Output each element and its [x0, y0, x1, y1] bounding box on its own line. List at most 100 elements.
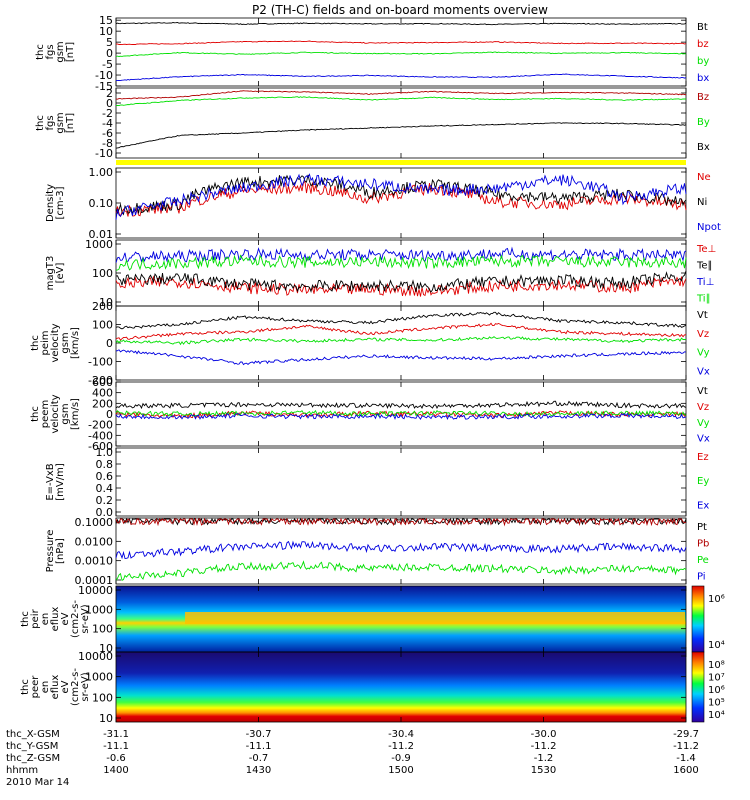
y-tick-label: 0.8 — [96, 458, 114, 471]
x-axis-value: -30.0 — [531, 729, 557, 740]
peer-colorbar — [691, 651, 705, 723]
y-tick-label: -6 — [102, 127, 113, 140]
series-line-bz — [115, 90, 687, 100]
y-tick-label: 0.01 — [89, 228, 114, 241]
y-axis-label: Density — [45, 184, 56, 222]
panel-efield: 1.00.80.60.40.20.0 E=-VxB [mV/m] Ez Ey Ex — [45, 446, 709, 519]
series-line-vt — [115, 400, 687, 410]
y-tick-label: 0.4 — [96, 482, 114, 495]
y-tick-label: -15 — [95, 80, 113, 93]
y-tick-label: -10 — [95, 147, 113, 160]
legend-entry: by — [697, 56, 709, 67]
x-axis-value: -11.2 — [388, 741, 414, 752]
y-tick-label: 200 — [92, 397, 113, 410]
y-axis-label: magT3 — [45, 256, 56, 291]
y-tick-label: 100 — [92, 691, 113, 704]
y-tick-label: 0 — [106, 408, 113, 421]
y-axis-label: thc — [20, 611, 31, 627]
series-line-ti — [115, 246, 687, 263]
panel-frame — [115, 381, 687, 447]
y-axis-label: gsm — [55, 112, 66, 133]
legend-entry: Bx — [697, 142, 710, 153]
x-axis-row-label: thc_X-GSM — [6, 729, 60, 740]
legend-entry: Pe — [697, 555, 709, 566]
y-axis-label: peem — [40, 400, 51, 428]
y-tick-label: -2 — [102, 107, 113, 120]
series-line-by — [115, 51, 687, 57]
series-line-bx — [115, 122, 687, 149]
y-axis-label: eflux — [50, 675, 61, 700]
panel-pressure: 0.1000 0.0100 0.0010 0.0001 Pressure [nPa] Pt P… — [45, 516, 709, 587]
peer-spectrogram-image — [116, 652, 686, 722]
panel-frame — [115, 305, 687, 381]
y-tick-label: -400 — [88, 429, 113, 442]
series-line-bz — [115, 40, 687, 46]
peir-colorbar — [691, 585, 705, 653]
y-axis-label: eV — [60, 680, 71, 693]
series-line-vy — [115, 409, 687, 418]
colorbar-tick-label: 10⁷ — [708, 673, 725, 684]
x-axis-value: 1530 — [531, 765, 556, 776]
colorbar-tick-label: 10⁸ — [708, 660, 725, 671]
legend-entry: bz — [697, 39, 709, 50]
y-tick-label: 0.2 — [96, 494, 114, 507]
y-axis-label: [nPa] — [55, 538, 66, 564]
x-axis-value: -30.7 — [246, 729, 272, 740]
y-axis-label: thc — [20, 679, 31, 695]
y-axis-label: thc — [30, 406, 41, 422]
y-axis-label: velocity — [50, 323, 61, 362]
y-tick-label: 5 — [106, 36, 113, 49]
y-tick-label: 0.10 — [89, 197, 114, 210]
legend-entry: Vz — [697, 402, 709, 413]
y-axis-label: [km/s] — [70, 327, 81, 359]
series-line-te — [115, 275, 687, 297]
colorbar-tick-label: 10⁵ — [708, 698, 725, 709]
colorbar-tick-label: 10⁶ — [708, 594, 725, 605]
y-axis-label: [km/s] — [70, 398, 81, 430]
y-axis-label: [cm-3] — [55, 186, 66, 219]
legend-entry: Te∥ — [696, 260, 713, 271]
y-axis-label: Pressure — [45, 530, 56, 573]
chart-title: P2 (TH-C) fields and on-board moments ov… — [252, 3, 548, 17]
panel-peir_spectrogram: 10000 1000 100 10 thc peir en eflux eV (cm2-s-sr-… — [20, 584, 725, 655]
y-tick-label: 0.0 — [96, 506, 114, 519]
y-tick-label: 0 — [106, 47, 113, 60]
legend-entry: Vx — [697, 434, 710, 445]
panel-temperature: 1000 100 10 magT3 [eV] Te⊥ Te∥ Ti⊥ Ti∥ — [45, 238, 716, 309]
x-axis-value: -0.7 — [249, 753, 269, 764]
legend-entry: Ni — [697, 197, 707, 208]
y-tick-label: 0 — [106, 97, 113, 110]
y-axis-label: gsm — [60, 332, 71, 353]
y-axis-label: thc — [30, 335, 41, 351]
legend-entry: Vy — [697, 348, 710, 359]
x-axis-date: 2010 Mar 14 — [6, 777, 69, 788]
y-tick-label: -5 — [102, 58, 113, 71]
y-tick-label: -4 — [102, 117, 113, 130]
series-line-bt — [115, 22, 687, 26]
y-axis-label: fgs — [45, 115, 56, 130]
y-tick-label: -200 — [88, 374, 113, 387]
y-tick-label: 1000 — [85, 671, 113, 684]
series-line-vy — [115, 336, 687, 346]
x-axis-value: -1.2 — [534, 753, 554, 764]
x-axis-row-label: hhmm — [6, 765, 38, 776]
y-tick-label: 0.0001 — [75, 574, 114, 587]
y-axis-label: (cm2-s- — [70, 600, 81, 638]
legend-entry: Pi — [697, 571, 706, 582]
legend-entry: bx — [697, 73, 709, 84]
x-axis-value: -11.1 — [246, 741, 272, 752]
y-tick-label: 1000 — [85, 238, 113, 251]
y-tick-label: 1000 — [85, 603, 113, 616]
x-axis-value: 1430 — [246, 765, 271, 776]
y-tick-label: 0.0100 — [75, 535, 114, 548]
y-axis-label: thc — [35, 44, 46, 60]
y-axis-label: en — [40, 681, 51, 694]
panel-fgs_sm: 20-2-4-6-8-10 thc fgs gsm [nT] Bz By Bx — [35, 87, 710, 160]
panel-frame — [115, 239, 687, 307]
x-axis-value: 1400 — [103, 765, 128, 776]
y-tick-label: 200 — [92, 300, 113, 313]
